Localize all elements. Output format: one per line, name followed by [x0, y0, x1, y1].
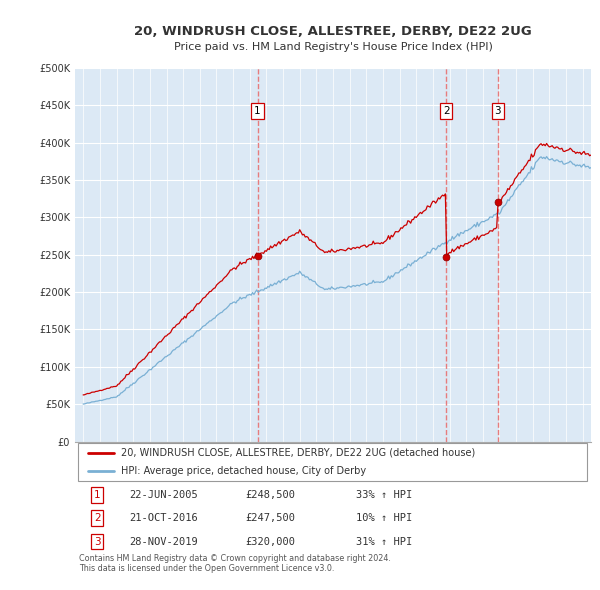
Text: 31% ↑ HPI: 31% ↑ HPI: [356, 536, 412, 546]
Text: Contains HM Land Registry data © Crown copyright and database right 2024.
This d: Contains HM Land Registry data © Crown c…: [79, 554, 391, 573]
Text: £320,000: £320,000: [245, 536, 295, 546]
Text: 20, WINDRUSH CLOSE, ALLESTREE, DERBY, DE22 2UG: 20, WINDRUSH CLOSE, ALLESTREE, DERBY, DE…: [134, 25, 532, 38]
Text: 3: 3: [494, 106, 501, 116]
Text: £248,500: £248,500: [245, 490, 295, 500]
Text: 20, WINDRUSH CLOSE, ALLESTREE, DERBY, DE22 2UG (detached house): 20, WINDRUSH CLOSE, ALLESTREE, DERBY, DE…: [121, 448, 476, 458]
Text: 1: 1: [254, 106, 261, 116]
Text: 10% ↑ HPI: 10% ↑ HPI: [356, 513, 412, 523]
FancyBboxPatch shape: [77, 443, 587, 481]
Text: 1: 1: [94, 490, 101, 500]
Text: 3: 3: [94, 536, 101, 546]
Text: 33% ↑ HPI: 33% ↑ HPI: [356, 490, 412, 500]
Text: 22-JUN-2005: 22-JUN-2005: [129, 490, 198, 500]
Text: Price paid vs. HM Land Registry's House Price Index (HPI): Price paid vs. HM Land Registry's House …: [173, 42, 493, 53]
Text: 2: 2: [94, 513, 101, 523]
Text: 28-NOV-2019: 28-NOV-2019: [129, 536, 198, 546]
Text: £247,500: £247,500: [245, 513, 295, 523]
Text: 2: 2: [443, 106, 449, 116]
Text: HPI: Average price, detached house, City of Derby: HPI: Average price, detached house, City…: [121, 466, 367, 476]
Text: 21-OCT-2016: 21-OCT-2016: [129, 513, 198, 523]
